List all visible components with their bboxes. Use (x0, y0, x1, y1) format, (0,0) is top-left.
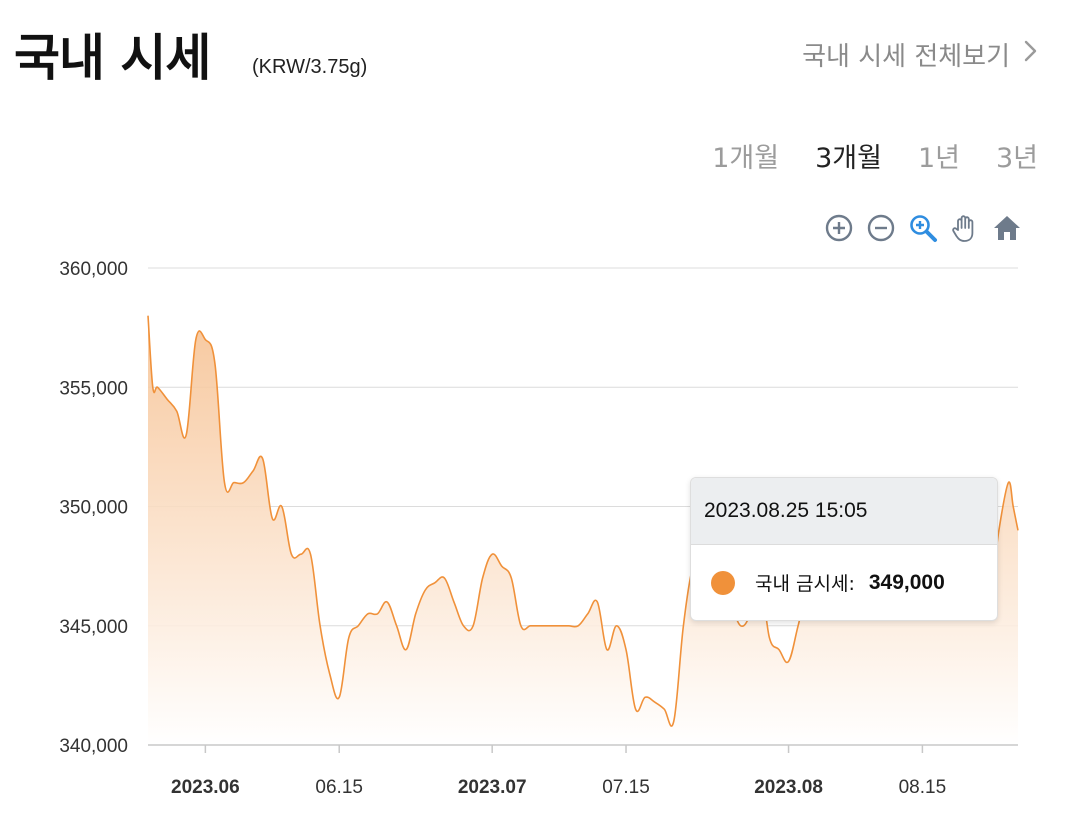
x-axis: 2023.06 06.15 2023.07 07.15 2023.08 08.15 (171, 745, 946, 798)
y-tick-label: 355,000 (59, 378, 128, 399)
period-tab-3y[interactable]: 3년 (995, 143, 1038, 174)
y-axis: 360,000 355,000 350,000 345,000 340,000 (59, 259, 128, 757)
zoom-select-icon[interactable] (908, 213, 938, 243)
y-tick-label: 345,000 (59, 617, 128, 638)
view-all-label: 국내 시세 전체보기 (802, 42, 1010, 72)
zoom-in-icon[interactable] (824, 213, 854, 243)
x-tick-label: 2023.06 (171, 777, 240, 798)
reset-home-icon[interactable] (992, 213, 1022, 243)
period-tabs: 1개월 3개월 1년 3년 (712, 136, 1038, 175)
tooltip-value: 349,000 (868, 570, 945, 594)
x-tick-label: 08.15 (899, 777, 947, 798)
series-color-dot (711, 570, 735, 595)
period-tab-3m[interactable]: 3개월 (815, 143, 882, 174)
x-tick-label: 2023.07 (458, 777, 527, 798)
zoom-out-icon[interactable] (866, 213, 896, 243)
y-tick-label: 360,000 (59, 259, 128, 280)
page-title: 국내 시세 (14, 29, 211, 87)
y-tick-label: 340,000 (59, 736, 128, 757)
x-tick-label: 06.15 (315, 777, 363, 798)
x-tick-label: 07.15 (602, 777, 650, 798)
view-all-link[interactable]: 국내 시세 전체보기 (802, 36, 1038, 73)
tooltip-body: 국내 금시세: 349,000 (691, 545, 997, 620)
price-area (148, 315, 1018, 745)
period-tab-1y[interactable]: 1년 (917, 143, 960, 174)
period-tab-1m[interactable]: 1개월 (712, 143, 780, 174)
chart-toolbar (824, 213, 1022, 243)
y-tick-label: 350,000 (59, 498, 128, 519)
tooltip-time: 2023.08.25 15:05 (691, 478, 997, 545)
unit-label: (KRW/3.75g) (252, 56, 368, 78)
chart-tooltip: 2023.08.25 15:05 국내 금시세: 349,000 (690, 477, 998, 621)
chevron-right-icon (1024, 39, 1038, 70)
x-tick-label: 2023.08 (754, 777, 823, 798)
pan-hand-icon[interactable] (950, 213, 980, 243)
tooltip-series-name: 국내 금시세: (755, 573, 855, 595)
